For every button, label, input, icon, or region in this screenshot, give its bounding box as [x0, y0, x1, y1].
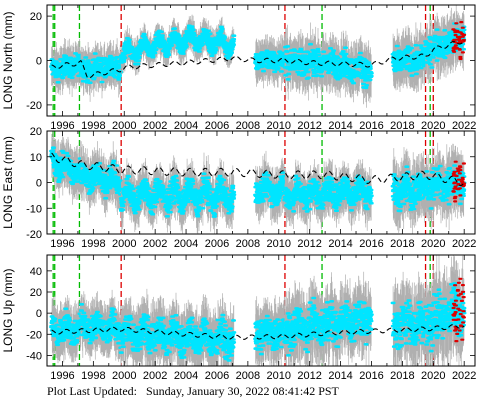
x-tick-label: 2010 [267, 120, 291, 132]
plot-frame [46, 254, 476, 367]
x-tick-label: 1996 [50, 370, 74, 382]
x-tick-label: 2010 [267, 238, 291, 250]
x-tick-label: 2020 [421, 370, 445, 382]
x-tick-label: 2012 [297, 120, 321, 132]
footer-updated: Plot Last Updated: Sunday, January 30, 2… [47, 384, 339, 399]
x-tick-label: 2018 [390, 120, 414, 132]
x-tick-label: 2018 [390, 370, 414, 382]
north-panel: 1996 1998 2000 2002 2004 2006 2008 2010 2012 2014… [1, 4, 476, 132]
x-tick-label: 2008 [236, 238, 260, 250]
x-tick-label: 1998 [81, 120, 105, 132]
data-points [118, 24, 237, 66]
data-points [118, 172, 237, 218]
x-tick-label: 2004 [174, 238, 198, 250]
footer-timestamp: Sunday, January 30, 2022 08:41:42 PST [146, 384, 339, 398]
x-tick-label: 2008 [236, 120, 260, 132]
up-panel: 1996 1998 2000 2002 2004 2006 2008 2010 2012 2014… [1, 254, 476, 382]
x-tick-label: 2006 [205, 238, 229, 250]
y-axis-label: LONG Up (mm) [1, 268, 15, 352]
data-points [49, 307, 84, 347]
x-tick-label: 1998 [81, 370, 105, 382]
recent-points [451, 160, 467, 203]
x-tick-label: 2008 [236, 370, 260, 382]
x-tick-label: 2016 [359, 370, 383, 382]
y-tick-label: 0 [36, 308, 42, 320]
model-line [51, 324, 465, 340]
data-points [390, 165, 428, 213]
x-tick-label: 2002 [143, 120, 167, 132]
x-tick-label: 2022 [452, 370, 476, 382]
x-tick-label: 2014 [328, 370, 352, 382]
y-tick-label: -20 [26, 100, 42, 112]
x-tick-label: 2012 [297, 238, 321, 250]
x-tick-label: 2002 [143, 370, 167, 382]
y-tick-label: 20 [30, 11, 42, 23]
data-points [118, 313, 237, 362]
y-tick-label: 0 [36, 56, 42, 68]
data-points [253, 171, 288, 209]
data-points [390, 299, 428, 351]
data-points [49, 52, 84, 84]
data-points [253, 314, 288, 356]
x-tick-label: 2000 [112, 370, 136, 382]
x-tick-label: 2020 [421, 238, 445, 250]
x-tick-label: 1996 [50, 238, 74, 250]
recent-points [451, 277, 466, 343]
x-tick-label: 2014 [328, 120, 352, 132]
recent-points [451, 21, 467, 60]
y-tick-label: -20 [26, 329, 42, 341]
model-line [51, 152, 465, 187]
y-tick-label: -10 [26, 203, 42, 215]
x-tick-label: 2012 [297, 370, 321, 382]
x-tick-label: 2018 [390, 238, 414, 250]
x-tick-label: 2016 [359, 238, 383, 250]
y-axis-label: LONG East (mm) [1, 136, 15, 229]
x-tick-label: 2006 [205, 370, 229, 382]
y-tick-label: 40 [30, 266, 42, 278]
x-tick-label: 2000 [112, 120, 136, 132]
data-points [78, 159, 124, 200]
x-tick-label: 2016 [359, 120, 383, 132]
x-tick-label: 2022 [452, 238, 476, 250]
x-tick-label: 2020 [421, 120, 445, 132]
y-tick-label: 0 [36, 178, 42, 190]
y-tick-label: -20 [26, 229, 42, 241]
y-tick-label: -40 [26, 350, 42, 362]
y-tick-label: 10 [30, 152, 42, 164]
y-tick-label: 20 [30, 126, 42, 138]
x-tick-label: 2014 [328, 238, 352, 250]
data-points [78, 52, 124, 84]
x-tick-label: 2006 [205, 120, 229, 132]
footer-label: Plot Last Updated: [47, 384, 137, 398]
x-tick-label: 2004 [174, 120, 198, 132]
x-tick-label: 2000 [112, 238, 136, 250]
data-points [49, 146, 84, 186]
x-tick-label: 2002 [143, 238, 167, 250]
y-tick-label: 20 [30, 287, 42, 299]
x-tick-label: 2010 [267, 370, 291, 382]
y-axis-label: LONG North (mm) [1, 11, 15, 109]
data-points [253, 49, 288, 74]
east-panel: 1996 1998 2000 2002 2004 2006 2008 2010 2012 2014… [1, 126, 476, 250]
model-line [51, 40, 465, 79]
data-points [282, 174, 374, 213]
x-tick-label: 1998 [81, 238, 105, 250]
x-tick-label: 2022 [452, 120, 476, 132]
x-tick-label: 2004 [174, 370, 198, 382]
x-tick-label: 1996 [50, 120, 74, 132]
